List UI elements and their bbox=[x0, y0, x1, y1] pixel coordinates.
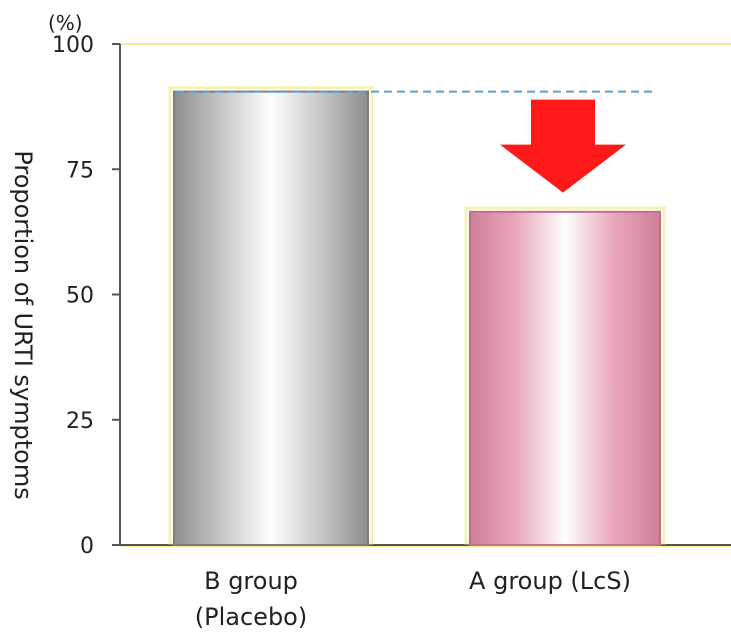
y-ticks: 0 25 50 75 100 bbox=[52, 33, 120, 559]
y-axis-title: Proportion of URTI symptoms bbox=[9, 150, 37, 499]
category-label-a-group: A group (LcS) bbox=[469, 567, 631, 595]
y-tick-label: 75 bbox=[66, 158, 94, 183]
bar-b-group bbox=[173, 90, 369, 546]
y-tick-label: 25 bbox=[66, 409, 94, 434]
bars bbox=[168, 86, 666, 547]
y-tick-label: 50 bbox=[66, 284, 94, 309]
category-label-b-group-sub: (Placebo) bbox=[195, 603, 307, 631]
y-unit-label: (%) bbox=[48, 11, 83, 35]
down-arrow-icon bbox=[500, 99, 626, 193]
category-label-b-group: B group bbox=[204, 567, 298, 595]
annotations bbox=[176, 90, 654, 193]
y-tick-label: 100 bbox=[52, 33, 94, 58]
y-tick-label: 0 bbox=[80, 534, 94, 559]
bar-a-group bbox=[469, 210, 661, 547]
